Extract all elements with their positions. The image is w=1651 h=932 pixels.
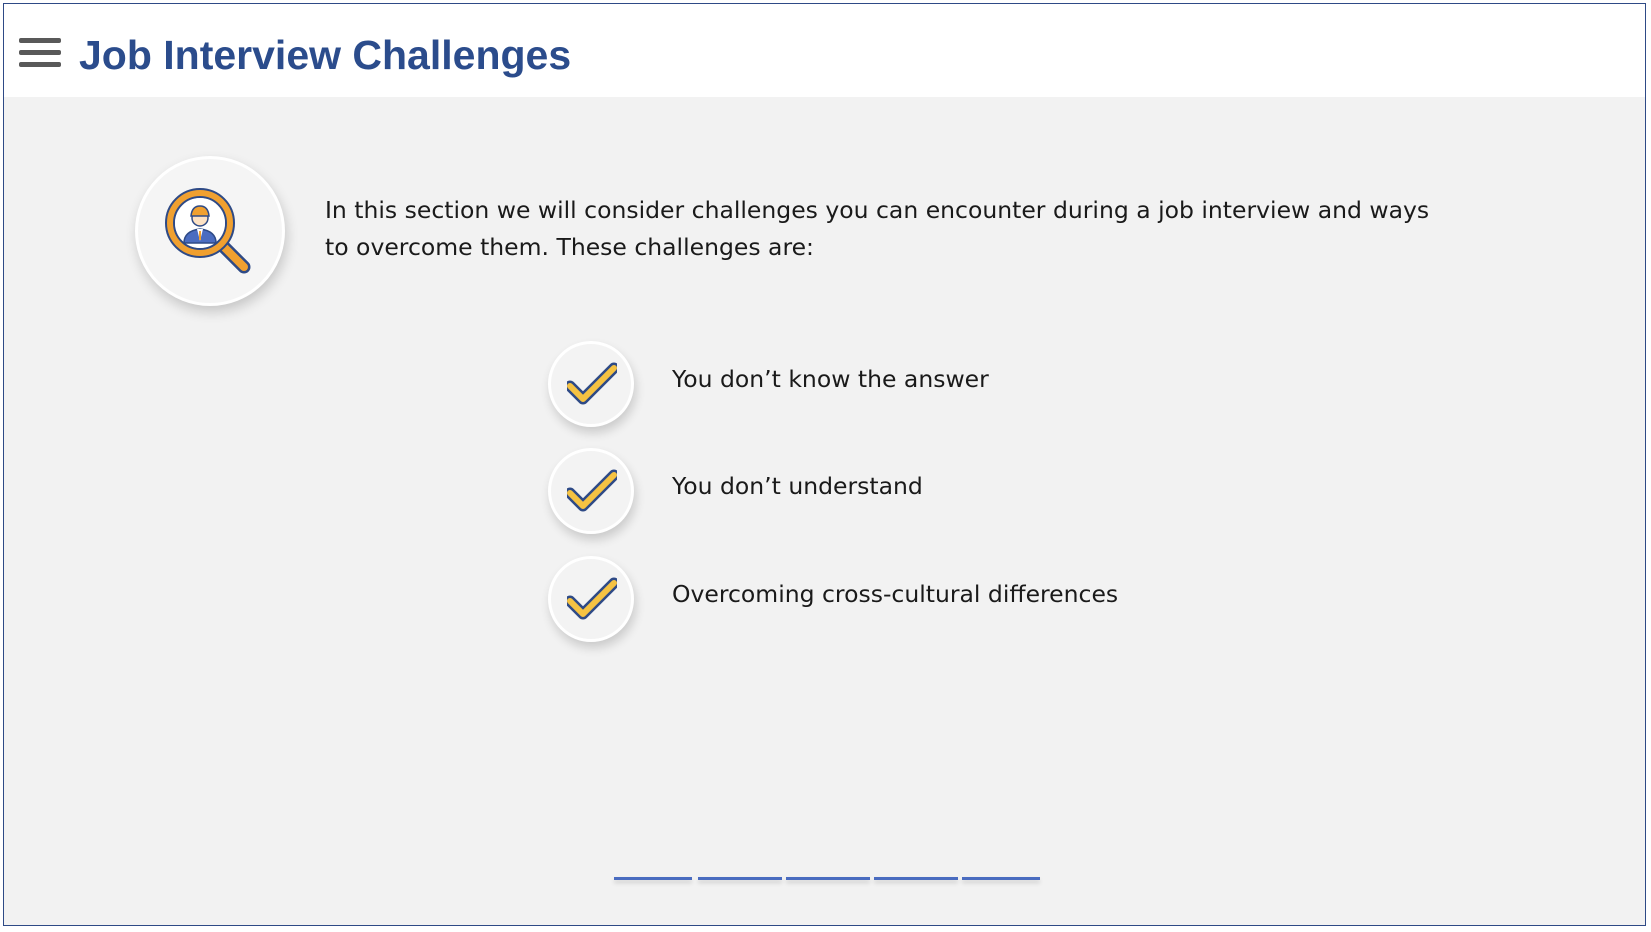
intro-text: In this section we will consider challen… [325,196,1430,261]
job-search-magnifier-icon [165,188,251,274]
header-bar: Job Interview Challenges [4,4,1645,97]
course-slide: Job Interview Challenges In this section… [3,3,1646,926]
intro-icon-badge [135,156,285,306]
check-badge [548,556,634,642]
checkmark-icon [567,577,617,620]
challenge-label: Overcoming cross-cultural differences [672,580,1119,608]
slide-progress-indicator [614,877,1054,883]
page-title: Job Interview Challenges [79,32,572,78]
challenge-item: You don’t understand [548,448,1248,534]
progress-segment-1[interactable] [614,877,692,880]
progress-segment-4[interactable] [874,877,958,880]
hamburger-menu-icon[interactable] [19,38,61,70]
challenge-item: Overcoming cross-cultural differences [548,556,1248,642]
check-badge [548,448,634,534]
progress-segment-5[interactable] [962,877,1040,880]
progress-segment-3[interactable] [786,877,870,880]
checkmark-icon [567,469,617,512]
checkmark-icon [567,362,617,405]
progress-segment-2[interactable] [698,877,782,880]
check-badge [548,341,634,427]
challenge-label: You don’t understand [672,472,923,500]
challenge-item: You don’t know the answer [548,341,1248,427]
challenge-label: You don’t know the answer [672,365,989,393]
